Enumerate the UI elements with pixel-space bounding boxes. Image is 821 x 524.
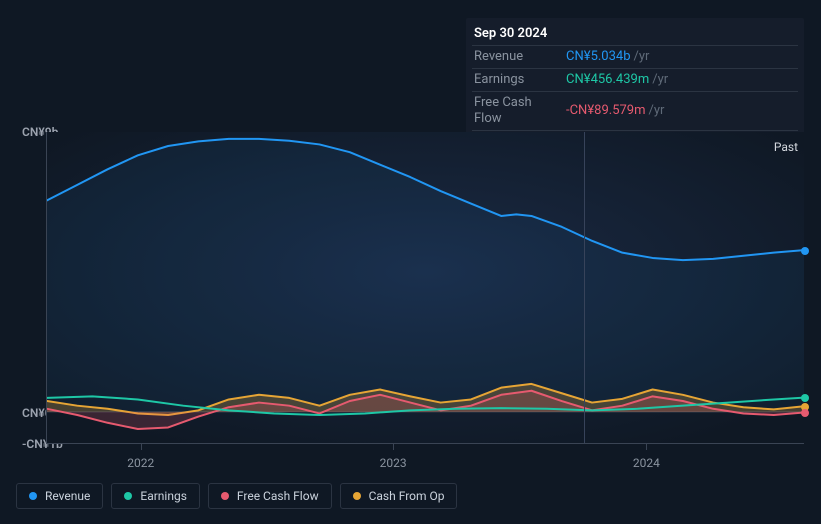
series-end-marker [801, 394, 809, 402]
legend-label: Cash From Op [369, 489, 445, 503]
series-end-marker [801, 409, 809, 417]
tooltip-label: Revenue [472, 46, 564, 69]
legend-label: Earnings [140, 489, 187, 503]
legend-dot [221, 492, 229, 500]
series-end-marker [801, 247, 809, 255]
tooltip-row: RevenueCN¥5.034b/yr [472, 46, 798, 69]
x-axis-label: 2023 [380, 456, 407, 470]
chart-past-label: Past [774, 140, 798, 154]
legend-dot [124, 492, 132, 500]
legend-item[interactable]: Earnings [111, 483, 200, 509]
legend-label: Free Cash Flow [237, 489, 319, 503]
tooltip-value: CN¥456.439m/yr [564, 69, 798, 92]
tooltip-row: EarningsCN¥456.439m/yr [472, 69, 798, 92]
chart-hover-line [584, 132, 585, 443]
chart-container: CN¥9bCN¥0-CN¥1b Past 202220232024 [16, 122, 806, 512]
legend-dot [353, 492, 361, 500]
chart-legend: Revenue Earnings Free Cash Flow Cash From O… [16, 483, 457, 509]
tooltip-value: CN¥5.034b/yr [564, 46, 798, 69]
legend-dot [29, 492, 37, 500]
legend-item[interactable]: Free Cash Flow [208, 483, 332, 509]
chart-x-axis: 2022 2023 2024 [46, 448, 804, 468]
x-axis-label: 2024 [633, 456, 660, 470]
chart-plot[interactable]: Past [46, 132, 804, 444]
legend-item[interactable]: Revenue [16, 483, 103, 509]
tooltip-date: Sep 30 2024 [472, 22, 798, 46]
legend-label: Revenue [45, 489, 90, 503]
x-axis-label: 2022 [127, 456, 154, 470]
tooltip-label: Earnings [472, 69, 564, 92]
legend-item[interactable]: Cash From Op [340, 483, 458, 509]
